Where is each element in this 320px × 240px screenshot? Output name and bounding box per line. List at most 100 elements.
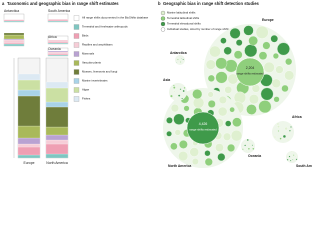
region-label: Africa bbox=[48, 35, 57, 39]
study-bubble bbox=[175, 96, 177, 99]
study-bubble bbox=[275, 65, 284, 74]
study-bubble bbox=[225, 120, 232, 127]
legend-swatch bbox=[73, 96, 80, 102]
legend-label: Individual studies, sized by number of r… bbox=[167, 27, 242, 31]
bar-segment bbox=[17, 137, 41, 145]
study-bubble bbox=[232, 117, 242, 127]
study-bubble bbox=[292, 158, 294, 160]
study-bubble bbox=[170, 142, 178, 150]
study-bubble bbox=[166, 117, 173, 124]
legend-label: Mosses, liverworts and fungi bbox=[82, 70, 118, 74]
cluster-halo bbox=[272, 121, 294, 143]
study-bubble bbox=[179, 61, 182, 63]
study-bubble bbox=[191, 158, 199, 165]
bar-segment bbox=[45, 153, 69, 159]
bar-segment bbox=[47, 20, 69, 23]
bar-segment bbox=[47, 18, 69, 21]
study-bubble bbox=[183, 86, 186, 89]
study-bubble bbox=[276, 122, 280, 126]
page: { "panel_a": { "letter": "a", "title": "… bbox=[2, 1, 312, 168]
study-bubble bbox=[277, 125, 280, 128]
region-label: South America bbox=[296, 164, 312, 168]
region-label: Europe bbox=[24, 161, 35, 165]
region-label: Asia bbox=[163, 78, 170, 82]
bar-segment bbox=[3, 19, 25, 22]
study-bubble bbox=[215, 143, 224, 152]
study-bubble bbox=[207, 91, 214, 98]
legend-label: Terrestrial and freshwater arthropods bbox=[82, 25, 128, 29]
bar-segment bbox=[47, 53, 69, 56]
study-bubble bbox=[248, 35, 258, 46]
legend-swatch bbox=[73, 60, 80, 66]
study-bubble bbox=[277, 130, 280, 132]
legend-label: Algae bbox=[82, 88, 90, 92]
legend-swatch bbox=[73, 51, 80, 57]
legend-swatch bbox=[73, 78, 80, 84]
total-caption: range shifts estimated bbox=[189, 128, 217, 132]
study-bubble bbox=[272, 52, 279, 59]
study-bubble bbox=[288, 153, 291, 155]
study-bubble bbox=[244, 141, 246, 144]
bar-segment bbox=[17, 89, 41, 97]
study-bubble bbox=[183, 61, 185, 63]
legend-swatch bbox=[160, 21, 166, 27]
legend-label: Birds bbox=[82, 34, 89, 38]
bar-segment bbox=[45, 106, 69, 128]
study-bubble bbox=[179, 54, 181, 57]
study-bubble bbox=[170, 94, 173, 98]
study-bubble bbox=[177, 58, 179, 61]
study-bubble bbox=[242, 148, 244, 151]
bar-segment bbox=[17, 154, 41, 159]
region-label: North America bbox=[46, 161, 68, 165]
bar-segment bbox=[3, 20, 25, 23]
legend-label: Mammals bbox=[82, 52, 95, 56]
study-bubble bbox=[289, 159, 292, 162]
study-bubble bbox=[178, 62, 180, 64]
study-bubble bbox=[177, 56, 179, 59]
study-bubble bbox=[248, 142, 251, 145]
study-bubble bbox=[181, 97, 183, 100]
study-bubble bbox=[282, 134, 287, 138]
study-bubble bbox=[271, 78, 281, 88]
bar-segment bbox=[45, 143, 69, 155]
study-bubble bbox=[258, 100, 272, 114]
bar-segment bbox=[47, 39, 69, 43]
study-bubble bbox=[209, 45, 221, 58]
bar-segment bbox=[47, 54, 69, 57]
study-bubble bbox=[284, 70, 295, 81]
study-bubble bbox=[286, 138, 290, 142]
study-bubble bbox=[281, 84, 289, 93]
region-label: Oceania bbox=[248, 154, 261, 158]
study-bubble bbox=[204, 150, 211, 157]
study-bubble bbox=[229, 106, 235, 113]
study-bubble bbox=[290, 150, 293, 153]
legend-label: Marine latitudinal shifts bbox=[167, 11, 196, 15]
study-bubble bbox=[277, 42, 290, 56]
study-bubble bbox=[217, 153, 226, 162]
study-bubble bbox=[224, 86, 232, 94]
study-bubble bbox=[204, 157, 213, 166]
bar-segment bbox=[17, 95, 41, 127]
cluster-halo bbox=[241, 139, 255, 153]
study-bubble bbox=[288, 155, 291, 158]
legend-swatch bbox=[73, 24, 80, 30]
total: 4,426 bbox=[199, 122, 208, 126]
study-bubble bbox=[215, 71, 228, 84]
panel-title: Taxonomic and geographic bias in range s… bbox=[7, 1, 119, 6]
study-bubble bbox=[285, 58, 293, 66]
study-bubble bbox=[180, 57, 182, 59]
bar-segment bbox=[47, 51, 69, 55]
study-bubble bbox=[229, 27, 241, 39]
study-bubble bbox=[244, 144, 247, 147]
region-label: Oceania bbox=[48, 47, 61, 51]
study-bubble bbox=[273, 96, 280, 103]
study-bubble bbox=[177, 94, 181, 97]
study-bubble bbox=[290, 126, 292, 128]
bar-segment bbox=[47, 41, 69, 44]
total-caption: range shifts estimated bbox=[236, 72, 264, 76]
bar-segment bbox=[17, 146, 41, 156]
legend-swatch bbox=[160, 10, 166, 16]
legend-label: Fishes bbox=[82, 97, 91, 101]
study-bubble bbox=[192, 97, 205, 109]
